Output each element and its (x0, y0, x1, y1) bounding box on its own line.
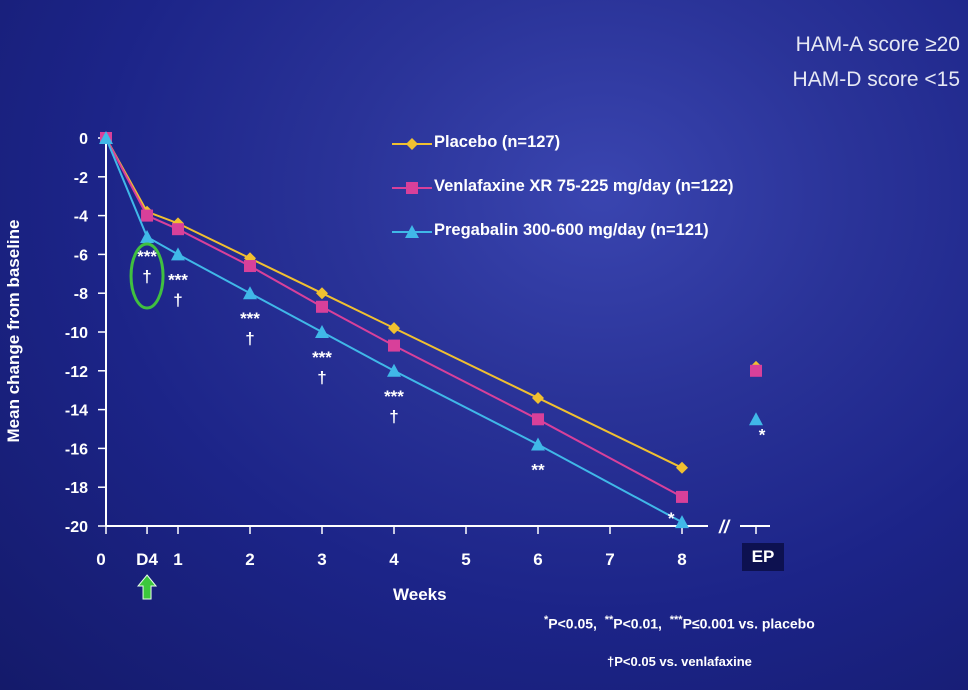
y-tick-label: -20 (65, 519, 88, 536)
up-arrow-icon (136, 574, 158, 600)
data-point-pregabalin (675, 515, 689, 529)
highlight-circle (129, 242, 165, 310)
x-tick-label: 1 (173, 550, 182, 569)
y-tick-label: -14 (65, 403, 88, 420)
significance-label: *** (168, 270, 188, 289)
significance-label: ** (531, 461, 545, 480)
significance-label: † (389, 407, 398, 426)
data-point-placebo (388, 322, 400, 335)
data-point-venlafaxine (244, 260, 256, 273)
x-tick-label: D4 (136, 550, 158, 569)
y-tick-label: -16 (65, 441, 88, 458)
footnote-text-2: P<0.01, (613, 615, 662, 632)
ep-point-venlafaxine (750, 364, 762, 377)
significance-label: *** (384, 387, 404, 406)
y-tick-label: -18 (65, 480, 88, 497)
x-tick-label: 5 (461, 550, 470, 569)
y-tick-label: -4 (74, 209, 88, 226)
legend-label: Pregabalin 300-600 mg/day (n=121) (434, 221, 709, 239)
footnote-venlafaxine: †P<0.05 vs. venlafaxine (607, 654, 752, 669)
y-tick-label: -6 (74, 247, 88, 264)
significance-label: † (142, 267, 151, 286)
data-point-placebo (532, 391, 544, 404)
x-tick-label: 7 (605, 550, 614, 569)
data-point-pregabalin (243, 286, 257, 300)
y-tick-label: -10 (65, 325, 88, 342)
ep-label: EP (751, 547, 775, 566)
footnote-symbol-2: ** (604, 614, 614, 626)
footnote-text-3: P≤0.001 vs. placebo (682, 615, 815, 632)
axis-break: // (718, 517, 731, 537)
data-point-pregabalin (99, 131, 113, 144)
footnote-symbol-1: * (544, 614, 549, 626)
criteria-line-1: HAM-A score ≥20 (795, 33, 960, 56)
legend-label: Venlafaxine XR 75-225 mg/day (n=122) (434, 177, 734, 195)
ep-label-box (742, 543, 784, 571)
criteria-line-2: HAM-D score <15 (792, 68, 960, 91)
data-point-venlafaxine (676, 490, 688, 503)
significance-label: * (668, 509, 675, 528)
significance-label: † (173, 290, 182, 309)
significance-label: *** (137, 247, 157, 266)
x-tick-label: 4 (389, 550, 399, 569)
legend-marker-pregabalin (392, 225, 432, 238)
legend-marker-venlafaxine (392, 182, 432, 194)
data-point-pregabalin (171, 247, 185, 261)
data-point-pregabalin (315, 325, 329, 338)
data-point-pregabalin (531, 437, 545, 451)
significance-label: † (317, 368, 326, 387)
x-tick-label: 2 (245, 550, 254, 569)
significance-label: *** (312, 348, 332, 367)
y-tick-label: 0 (79, 131, 88, 148)
y-tick-label: -8 (74, 286, 88, 303)
x-tick-label: 8 (677, 550, 686, 569)
legend-label: Placebo (n=127) (434, 133, 561, 151)
data-point-venlafaxine (388, 339, 400, 352)
legend-marker-placebo (392, 138, 432, 150)
y-axis-title: Mean change from baseline (4, 219, 23, 443)
data-point-venlafaxine (532, 413, 544, 426)
data-point-venlafaxine (141, 209, 154, 222)
data-point-pregabalin (140, 229, 155, 243)
x-tick-label: 6 (533, 550, 542, 569)
x-tick-label: 0 (96, 550, 105, 569)
x-tick-label: 3 (317, 550, 326, 569)
data-point-placebo (316, 287, 328, 300)
y-tick-label: -2 (74, 170, 88, 187)
footnote-symbol-3: *** (669, 614, 683, 626)
significance-label: *** (240, 309, 260, 328)
significance-label: * (759, 426, 766, 445)
y-tick-label: -12 (65, 364, 88, 381)
significance-label: † (245, 329, 254, 348)
data-point-venlafaxine (316, 300, 328, 313)
ep-point-pregabalin (749, 412, 763, 426)
footnote-text-1: P<0.05, (548, 615, 597, 632)
data-point-venlafaxine (172, 223, 184, 236)
data-point-placebo (676, 461, 688, 474)
footnote-significance: *P<0.05, **P<0.01, ***P≤0.001 vs. placeb… (544, 614, 815, 632)
data-point-pregabalin (387, 363, 401, 377)
x-axis-title: Weeks (393, 585, 447, 604)
